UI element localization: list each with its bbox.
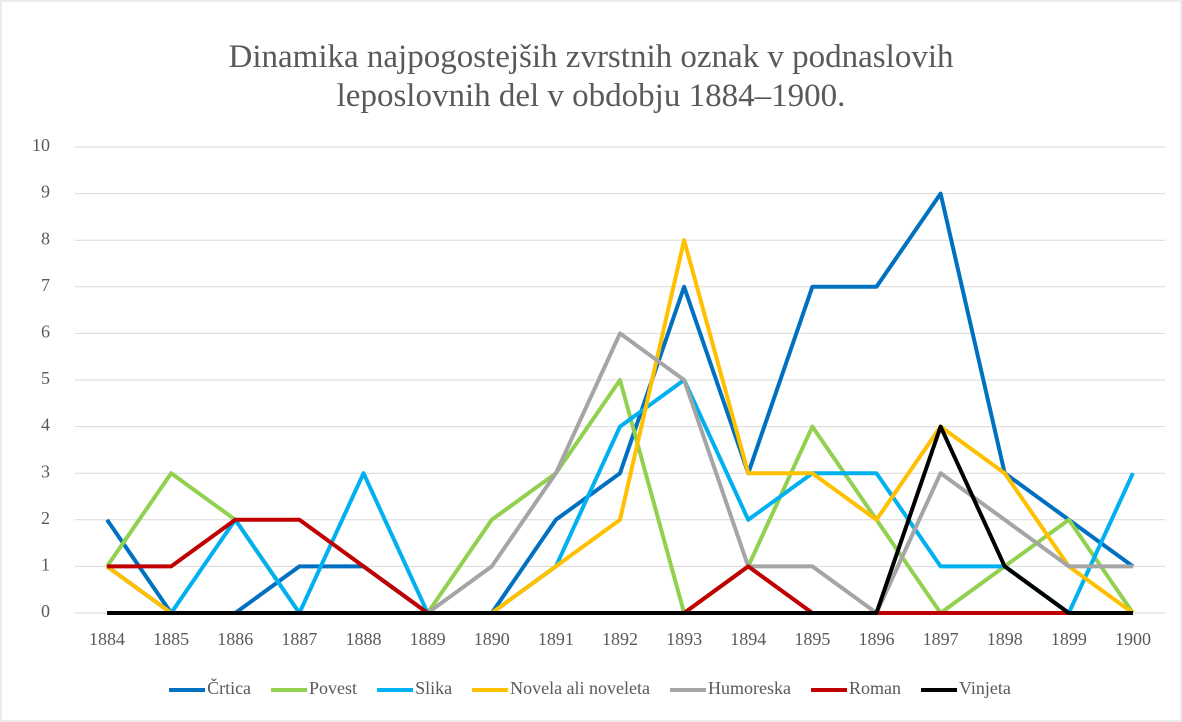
x-tick-label: 1895 <box>794 629 830 649</box>
x-tick-label: 1892 <box>602 629 638 649</box>
x-tick-label: 1884 <box>89 629 125 649</box>
legend-label: Slika <box>415 678 452 698</box>
x-tick-label: 1887 <box>281 629 317 649</box>
x-tick-label: 1900 <box>1115 629 1151 649</box>
y-tick-label: 1 <box>41 555 50 575</box>
y-tick-label: 5 <box>41 368 50 388</box>
y-tick-label: 4 <box>41 415 50 435</box>
legend-label: Črtica <box>207 677 251 698</box>
legend-label: Roman <box>849 678 901 698</box>
x-tick-label: 1889 <box>410 629 446 649</box>
x-tick-label: 1894 <box>730 629 766 649</box>
legend-label: Vinjeta <box>959 678 1011 698</box>
y-tick-label: 10 <box>32 135 50 155</box>
x-tick-label: 1891 <box>538 629 574 649</box>
y-tick-label: 0 <box>41 601 50 621</box>
y-tick-label: 7 <box>41 275 50 295</box>
x-tick-label: 1886 <box>217 629 253 649</box>
x-tick-label: 1897 <box>923 629 959 649</box>
y-tick-label: 3 <box>41 461 50 481</box>
legend-label: Povest <box>309 678 357 698</box>
series-line <box>105 378 1135 615</box>
chart-title: Dinamika najpogostejših zvrstnih oznak v… <box>228 39 954 114</box>
legend-label: Novela ali noveleta <box>510 678 650 698</box>
y-tick-label: 9 <box>41 182 50 202</box>
x-tick-label: 1899 <box>1051 629 1087 649</box>
x-tick-label: 1896 <box>858 629 894 649</box>
y-tick-label: 6 <box>41 322 50 342</box>
series-line <box>107 424 1133 615</box>
y-tick-label: 8 <box>41 228 50 248</box>
x-tick-label: 1885 <box>153 629 189 649</box>
x-tick-label: 1898 <box>987 629 1023 649</box>
legend-label: Humoreska <box>708 678 791 698</box>
x-tick-label: 1888 <box>346 629 382 649</box>
x-tick-label: 1890 <box>474 629 510 649</box>
y-tick-label: 2 <box>41 508 50 528</box>
x-tick-label: 1893 <box>666 629 702 649</box>
